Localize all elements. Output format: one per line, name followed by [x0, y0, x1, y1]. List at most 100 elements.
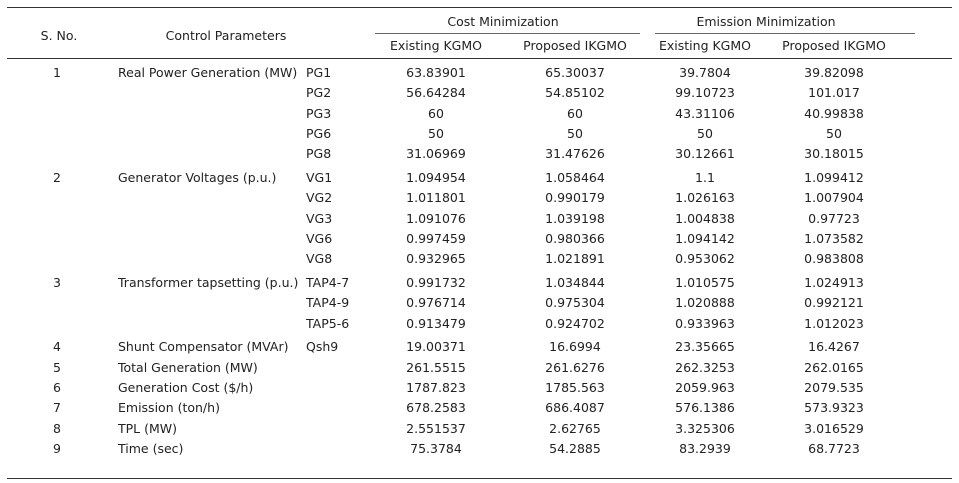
cell-value: 16.6994 [549, 339, 601, 355]
cell-value: 31.47626 [545, 146, 605, 162]
cell-value: 2079.535 [804, 380, 864, 395]
cell-value: 60 [428, 105, 444, 121]
row-parameter: Qsh9 [306, 339, 339, 355]
header-existing-kgmo-cost: Existing KGMO [390, 38, 482, 53]
table-top-rule [7, 7, 952, 8]
cell-value: 2059.963 [675, 380, 735, 395]
cell-value: 1.039198 [545, 210, 605, 226]
cell-value: 2.551537 [406, 420, 466, 436]
row-group-label: Real Power Generation (MW) [118, 65, 298, 80]
cell-value: 99.10723 [675, 85, 735, 101]
cell-value: 1787.823 [406, 380, 466, 395]
cell-value: 1.1 [695, 170, 715, 185]
cell-value: 0.975304 [545, 295, 605, 311]
cost-group-rule [375, 33, 640, 34]
cell-value: 1.094954 [406, 170, 466, 185]
cell-value: 0.990179 [545, 190, 605, 206]
cell-value: 1.011801 [406, 190, 466, 206]
cell-value: 50 [567, 125, 583, 141]
row-sno: 9 [53, 440, 61, 456]
cell-value: 50 [697, 125, 713, 141]
cell-value: 1.021891 [545, 251, 605, 267]
row-sno: 1 [53, 65, 61, 80]
row-parameter: TAP4-7 [306, 275, 350, 290]
cell-value: 0.933963 [675, 315, 735, 331]
row-sno: 3 [53, 275, 61, 290]
row-group-label: Shunt Compensator (MVAr) [118, 339, 289, 355]
cell-value: 19.00371 [406, 339, 466, 355]
cell-value: 1.024913 [804, 275, 864, 290]
row-group-label: Total Generation (MW) [118, 359, 258, 375]
row-parameter: TAP5-6 [306, 315, 350, 331]
cell-value: 0.953062 [675, 251, 735, 267]
cell-value: 65.30037 [545, 65, 605, 80]
row-parameter: PG8 [306, 146, 332, 162]
cell-value: 50 [826, 125, 842, 141]
cell-value: 30.18015 [804, 146, 864, 162]
cell-value: 261.5515 [406, 359, 466, 375]
cell-value: 39.82098 [804, 65, 864, 80]
cell-value: 3.016529 [804, 420, 864, 436]
cell-value: 50 [428, 125, 444, 141]
row-sno: 2 [53, 170, 61, 185]
row-group-label: Emission (ton/h) [118, 400, 220, 416]
cell-value: 262.3253 [675, 359, 735, 375]
header-proposed-ikgmo-emission: Proposed IKGMO [782, 38, 886, 53]
cell-value: 1.094142 [675, 230, 735, 246]
row-sno: 7 [53, 400, 61, 416]
cell-value: 2.62765 [549, 420, 601, 436]
cell-value: 16.4267 [808, 339, 860, 355]
cell-value: 40.99838 [804, 105, 864, 121]
row-group-label: Transformer tapsetting (p.u.) [118, 275, 299, 290]
cell-value: 39.7804 [679, 65, 731, 80]
header-existing-kgmo-emission: Existing KGMO [659, 38, 751, 53]
row-sno: 8 [53, 420, 61, 436]
row-parameter: PG3 [306, 105, 332, 121]
cell-value: 56.64284 [406, 85, 466, 101]
cell-value: 60 [567, 105, 583, 121]
header-proposed-ikgmo-cost: Proposed IKGMO [523, 38, 627, 53]
cell-value: 261.6276 [545, 359, 605, 375]
row-group-label: TPL (MW) [118, 420, 178, 436]
cell-value: 31.06969 [406, 146, 466, 162]
cell-value: 3.325306 [675, 420, 735, 436]
cell-value: 678.2583 [406, 400, 466, 416]
row-parameter: PG2 [306, 85, 332, 101]
row-parameter: PG1 [306, 65, 332, 80]
header-cost-minimization: Cost Minimization [447, 14, 559, 29]
cell-value: 573.9323 [804, 400, 864, 416]
row-parameter: VG3 [306, 210, 333, 226]
header-bottom-rule [7, 58, 952, 59]
header-control-parameters: Control Parameters [165, 28, 287, 43]
table-bottom-rule [7, 478, 952, 479]
cell-value: 686.4087 [545, 400, 605, 416]
cell-value: 1.073582 [804, 230, 864, 246]
cell-value: 63.83901 [406, 65, 466, 80]
cell-value: 0.924702 [545, 315, 605, 331]
row-parameter: TAP4-9 [306, 295, 350, 311]
cell-value: 83.2939 [679, 440, 731, 456]
row-parameter: VG2 [306, 190, 333, 206]
emission-group-rule [655, 33, 915, 34]
cell-value: 1.012023 [804, 315, 864, 331]
cell-value: 1.007904 [804, 190, 864, 206]
cell-value: 1.034844 [545, 275, 605, 290]
row-parameter: VG1 [306, 170, 333, 185]
cell-value: 30.12661 [675, 146, 735, 162]
cell-value: 0.997459 [406, 230, 466, 246]
cell-value: 0.992121 [804, 295, 864, 311]
header-sno: S. No. [40, 28, 78, 43]
cell-value: 0.980366 [545, 230, 605, 246]
cell-value: 54.85102 [545, 85, 605, 101]
cell-value: 43.31106 [675, 105, 735, 121]
cell-value: 1.004838 [675, 210, 735, 226]
cell-value: 1.058464 [545, 170, 605, 185]
cell-value: 101.017 [808, 85, 860, 101]
row-parameter: VG8 [306, 251, 333, 267]
cell-value: 1785.563 [545, 380, 605, 395]
cell-value: 0.991732 [406, 275, 466, 290]
cell-value: 0.976714 [406, 295, 466, 311]
row-parameter: PG6 [306, 125, 332, 141]
cell-value: 0.932965 [406, 251, 466, 267]
row-group-label: Time (sec) [118, 440, 184, 456]
